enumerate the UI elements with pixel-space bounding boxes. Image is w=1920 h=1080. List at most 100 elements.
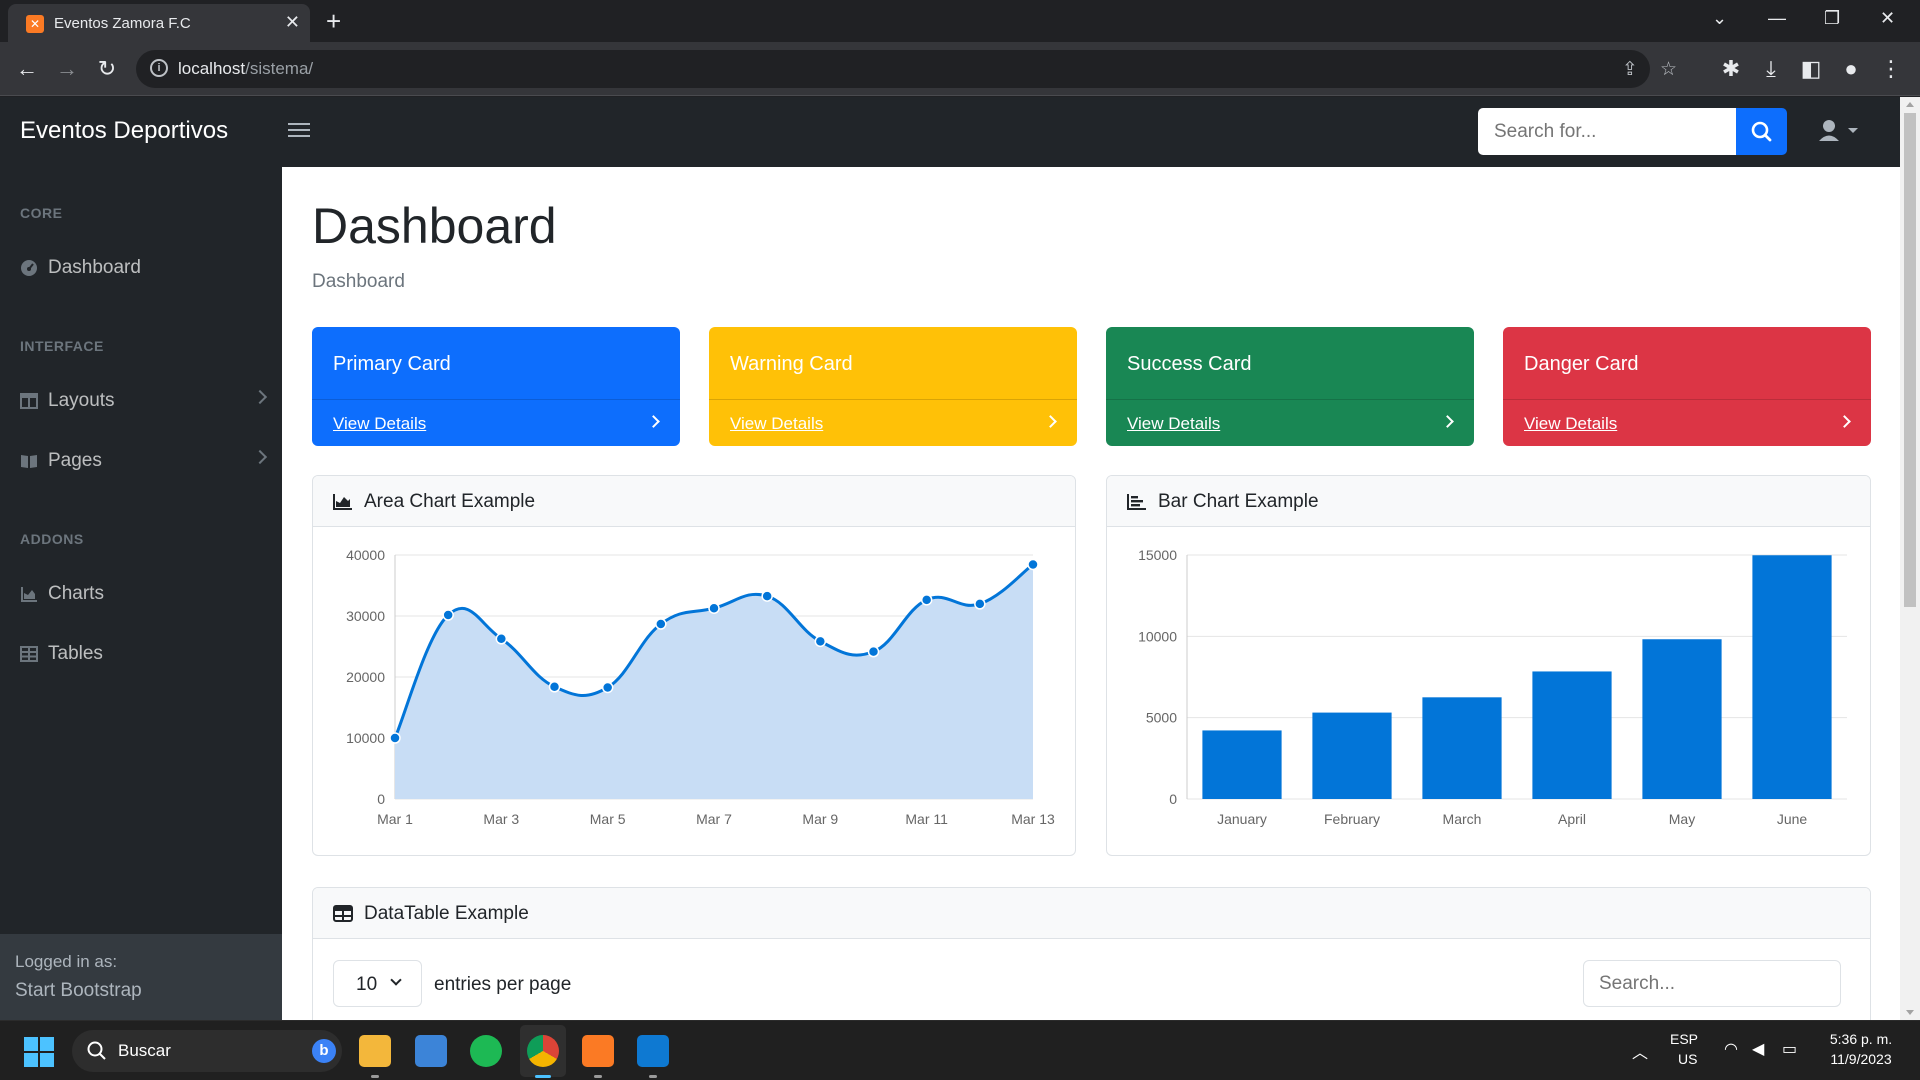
running-indicator (594, 1075, 602, 1078)
browser-tab[interactable]: ✕ Eventos Zamora F.C ✕ (8, 4, 310, 42)
data-point (867, 645, 880, 658)
bar (1312, 712, 1392, 799)
close-tab-icon[interactable]: ✕ (284, 12, 300, 32)
y-tick-label: 30000 (346, 608, 385, 624)
x-tick-label: Mar 1 (377, 811, 413, 827)
reload-icon[interactable]: ↻ (97, 56, 117, 81)
back-icon[interactable]: ← (16, 56, 38, 81)
navbar-brand[interactable]: Eventos Deportivos (20, 117, 229, 144)
forward-icon[interactable]: → (56, 56, 78, 81)
volume-icon[interactable]: ◀ (1752, 1041, 1765, 1058)
y-tick-label: 10000 (1138, 628, 1177, 644)
bookmark-star-icon[interactable]: ☆ (1660, 59, 1678, 80)
sidebar-item-layouts[interactable]: Layouts (20, 388, 268, 418)
sidebar-item-label: Pages (48, 450, 102, 471)
page-scrollbar[interactable] (1900, 97, 1920, 1020)
scrollbar-thumb[interactable] (1904, 113, 1916, 607)
entries-per-page-select[interactable]: 10 (333, 960, 422, 1007)
data-point (601, 681, 614, 694)
bing-icon[interactable]: b (312, 1039, 336, 1063)
close-window-icon[interactable]: ✕ (1880, 8, 1896, 28)
spotify-icon[interactable] (470, 1035, 502, 1067)
browser-menu-icon[interactable]: ⋮ (1880, 56, 1902, 81)
sidebar-item-label: Tables (48, 643, 103, 664)
chevron-right-icon[interactable] (1441, 415, 1454, 428)
profile-icon[interactable]: ● (1844, 56, 1858, 81)
navbar-search-button[interactable] (1736, 108, 1787, 155)
windows-start-icon[interactable] (24, 1037, 54, 1067)
data-point (1027, 558, 1039, 571)
data-point (389, 732, 401, 744)
navbar-search-input[interactable] (1478, 108, 1736, 155)
site-info-icon[interactable]: i (150, 59, 168, 77)
card-title: Area Chart Example (364, 491, 536, 512)
chevron-up-icon[interactable]: ︿ (1632, 1045, 1649, 1062)
sidebar-item-pages[interactable]: Pages (20, 448, 268, 478)
tab-search-chevron-icon[interactable]: ⌄ (1712, 8, 1728, 28)
sidebar-item-label: Charts (48, 583, 104, 604)
sidebar-item-charts[interactable]: Charts (20, 581, 265, 611)
microsoft-store-icon[interactable] (415, 1035, 447, 1067)
taskbar-search[interactable]: Buscar b (72, 1030, 342, 1072)
xampp-favicon-icon: ✕ (26, 15, 44, 33)
x-tick-label: May (1669, 811, 1695, 827)
chrome-icon[interactable] (527, 1035, 559, 1067)
download-icon[interactable]: ⤓ (1766, 56, 1776, 81)
view-details-link[interactable]: View Details (730, 414, 824, 433)
taskbar-time[interactable]: 5:36 p. m. (1829, 1031, 1893, 1047)
keyboard-layout[interactable]: US (1678, 1051, 1698, 1067)
restore-icon[interactable]: ❐ (1824, 8, 1841, 28)
sidebar-item-label: Dashboard (48, 257, 141, 278)
main-content: Dashboard Dashboard Primary Card View De… (282, 167, 1900, 1020)
view-details-link[interactable]: View Details (333, 414, 427, 433)
side-panel-icon[interactable]: ◧ (1800, 56, 1822, 81)
sidebar-heading-interface: INTERFACE (20, 338, 104, 354)
bar (1752, 555, 1832, 799)
scroll-up-icon[interactable] (1906, 102, 1914, 107)
vscode-icon[interactable] (637, 1035, 669, 1067)
y-tick-label: 5000 (1146, 710, 1177, 726)
area-chart-card: Area Chart Example 0 10000 20000 30000 40000… (312, 475, 1076, 856)
chevron-right-icon[interactable] (1838, 415, 1851, 428)
x-tick-label: Mar 11 (905, 811, 948, 827)
sidebar-item-dashboard[interactable]: Dashboard (20, 255, 265, 285)
datatable-search-input[interactable] (1583, 960, 1841, 1007)
language-code[interactable]: ESP (1670, 1031, 1699, 1047)
share-icon[interactable]: ⇪ (1622, 59, 1638, 80)
x-tick-label: Mar 9 (802, 811, 838, 827)
scroll-down-icon[interactable] (1906, 1010, 1914, 1015)
entries-per-page-label: entries per page (434, 974, 572, 995)
x-tick-label: Mar 13 (1011, 811, 1055, 827)
minimize-icon[interactable]: — (1768, 8, 1786, 28)
running-indicator (371, 1075, 379, 1078)
sidebar-heading-core: CORE (20, 205, 63, 221)
area-fill (395, 564, 1033, 799)
view-details-link[interactable]: View Details (1524, 414, 1618, 433)
datatable-card: DataTable Example 10 entries per page (312, 887, 1871, 1020)
chevron-right-icon[interactable] (1044, 415, 1057, 428)
user-dropdown[interactable] (1818, 119, 1862, 145)
sidebar-item-tables[interactable]: Tables (20, 641, 265, 671)
sidebar-toggle-icon[interactable] (288, 119, 310, 141)
card-header: Area Chart Example (313, 476, 1075, 527)
card-header: Bar Chart Example (1107, 476, 1870, 527)
card-title: Bar Chart Example (1158, 491, 1319, 512)
x-tick-label: June (1777, 811, 1808, 827)
search-icon (87, 1041, 106, 1060)
entries-value: 10 (356, 974, 378, 995)
primary-card: Primary Card View Details (312, 327, 680, 446)
new-tab-icon[interactable]: + (326, 6, 342, 36)
card-title: DataTable Example (364, 903, 529, 924)
extensions-icon[interactable]: ✱ (1721, 56, 1741, 81)
chevron-right-icon[interactable] (647, 415, 660, 428)
address-bar[interactable]: i localhost/sistema/ ⇪ ☆ (136, 50, 1677, 88)
xampp-icon[interactable] (582, 1035, 614, 1067)
wifi-icon[interactable]: ◠ (1724, 1041, 1738, 1058)
columns-icon (20, 393, 38, 409)
data-point (655, 618, 667, 630)
battery-icon[interactable]: ▭ (1782, 1041, 1798, 1058)
file-explorer-icon[interactable] (359, 1035, 391, 1067)
view-details-link[interactable]: View Details (1127, 414, 1221, 433)
bar (1642, 639, 1722, 799)
taskbar-date[interactable]: 11/9/2023 (1830, 1051, 1892, 1067)
